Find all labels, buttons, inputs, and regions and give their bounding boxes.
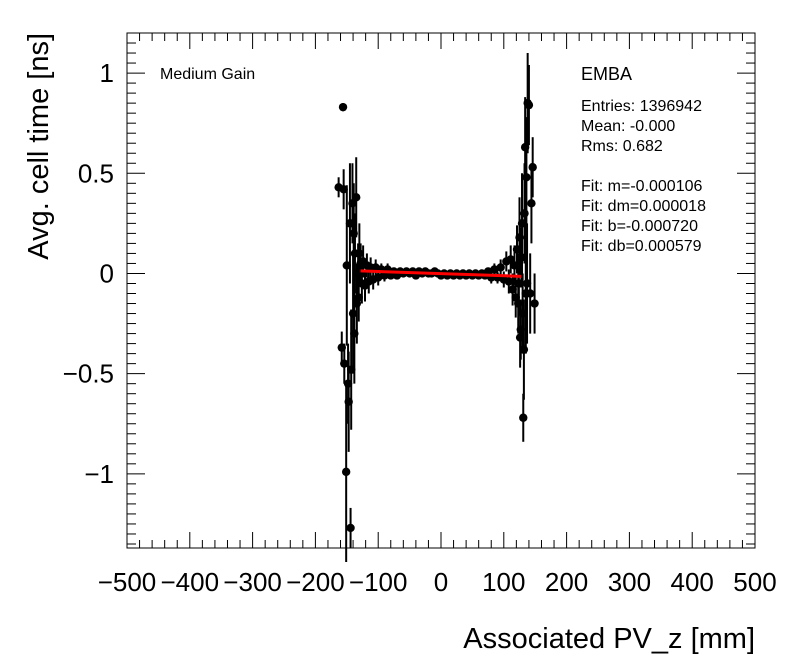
x-tick-label: 300 [608,567,651,597]
data-point [520,209,529,218]
y-tick-label: 1 [100,58,114,88]
data-point [528,163,537,172]
fit-m: Fit: m=-0.000106 [581,178,703,195]
data-point [530,299,539,308]
data-point [341,467,351,477]
x-tick-label: 100 [482,567,525,597]
data-point [346,523,355,533]
fit-b: Fit: b=-0.000720 [581,218,698,235]
y-tick-label: 0.5 [78,158,114,188]
data-point [522,173,531,182]
x-tick-label: −400 [161,567,220,597]
data-point [527,199,536,208]
x-tick-label: −500 [98,567,157,597]
y-tick-label: −1 [84,459,114,489]
data-point [522,279,532,288]
stats-entries: Entries: 1396942 [581,98,702,115]
data-point [508,285,517,294]
y-axis-label: Avg. cell time [ns] [23,33,55,260]
fit-dm: Fit: dm=0.000018 [581,198,706,215]
x-tick-label: 0 [434,567,448,597]
data-point [506,255,515,264]
x-tick-label: −300 [223,567,282,597]
data-point [342,261,351,270]
stats-mean: Mean: -0.000 [581,118,675,135]
x-tick-label: −200 [286,567,345,597]
y-tick-label: −0.5 [63,359,114,389]
y-tick-label: 0 [100,258,114,288]
stats-rms: Rms: 0.682 [581,138,663,155]
data-markers [334,53,539,563]
x-tick-label: −100 [349,567,408,597]
y-axis-ticks: −1 −0.5 0 0.5 1 [63,32,755,545]
data-point [352,193,361,202]
data-point [338,102,348,112]
fit-line [360,269,522,278]
data-point [496,263,505,272]
x-axis-label: Associated PV_z [mm] [463,623,755,655]
data-point [519,345,529,354]
x-tick-label: 500 [733,567,776,597]
data-point [354,293,363,302]
gain-label: Medium Gain [160,66,255,83]
data-point [524,100,534,110]
data-point [340,359,349,368]
fit-db: Fit: db=0.000579 [581,238,702,255]
x-axis-ticks: −500 −400 −300 −200 −100 0 100 200 300 400 500 [98,33,777,597]
x-tick-label: 200 [545,567,588,597]
data-point [339,185,348,194]
x-tick-label: 400 [671,567,714,597]
region-label: EMBA [581,64,632,84]
data-point [525,289,535,298]
data-point [519,413,528,422]
data-point [504,277,514,286]
